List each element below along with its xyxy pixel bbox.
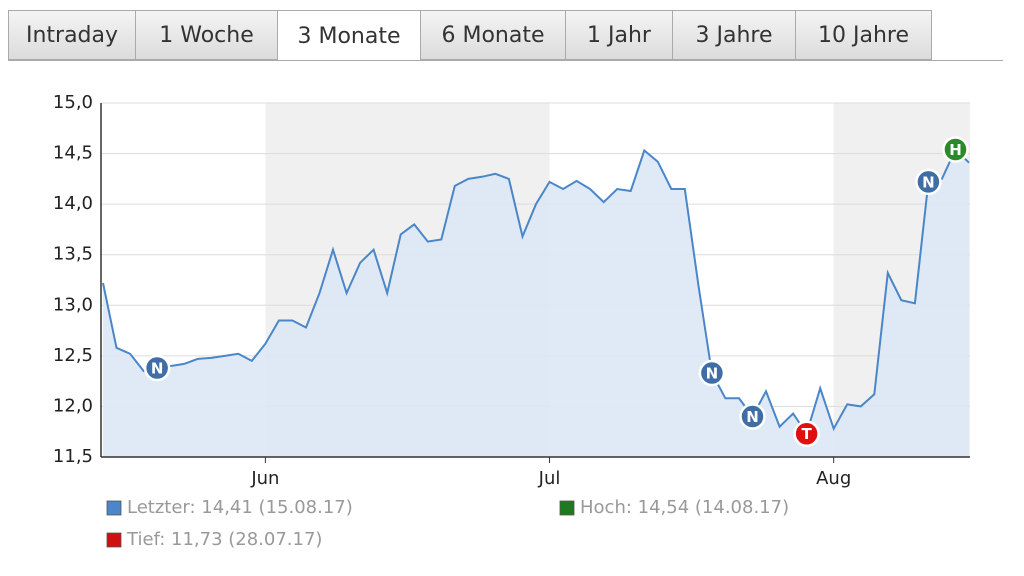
event-marker: N bbox=[698, 359, 726, 387]
y-tick-label: 13,5 bbox=[53, 244, 93, 265]
tab[interactable]: 1 Woche bbox=[135, 10, 277, 60]
marker-label: N bbox=[922, 173, 935, 191]
legend-swatch bbox=[106, 500, 122, 516]
y-tick-label: 14,0 bbox=[53, 193, 93, 214]
event-marker: H bbox=[942, 136, 969, 163]
legend-label: Hoch: 14,54 (14.08.17) bbox=[580, 497, 789, 518]
marker-circle bbox=[143, 354, 171, 382]
marker-circle bbox=[698, 359, 726, 387]
tab[interactable]: 1 Jahr bbox=[565, 10, 672, 60]
marker-circle bbox=[739, 403, 766, 430]
event-marker: T bbox=[793, 420, 820, 447]
tab-bar: Intraday 1 Woche 3 Monate 6 Monate 1 Jahr 3 J… bbox=[8, 10, 932, 61]
y-tick-label: 11,5 bbox=[53, 446, 93, 467]
y-tick-label: 15,0 bbox=[53, 92, 93, 113]
tab-underline bbox=[8, 60, 1003, 61]
marker-label: N bbox=[746, 408, 759, 426]
marker-label: N bbox=[151, 359, 164, 377]
tab[interactable]: 3 Jahre bbox=[672, 10, 795, 60]
tab[interactable]: 10 Jahre bbox=[795, 10, 932, 60]
area bbox=[103, 149, 969, 457]
legend-swatch bbox=[106, 532, 122, 548]
x-tick-label: Jul bbox=[538, 468, 561, 489]
legend-label: Letzter: 14,41 (15.08.17) bbox=[127, 497, 353, 518]
line bbox=[102, 147, 970, 437]
marker-circle bbox=[942, 136, 969, 163]
event-marker: N bbox=[143, 354, 171, 382]
y-tick-label: 12,5 bbox=[53, 345, 93, 366]
marker-label: N bbox=[706, 365, 719, 383]
legend-swatch bbox=[559, 500, 575, 516]
tab[interactable]: 6 Monate bbox=[420, 10, 565, 60]
marker-label: T bbox=[802, 425, 813, 443]
event-marker: N bbox=[915, 168, 942, 196]
x-tick-label: Aug bbox=[816, 468, 851, 489]
y-tick-label: 12,0 bbox=[53, 395, 93, 416]
event-marker: N bbox=[739, 403, 766, 430]
y-tick-label: 13,0 bbox=[53, 294, 93, 315]
marker-label: H bbox=[949, 141, 962, 159]
x-tick-label: Jun bbox=[250, 468, 279, 489]
tab[interactable]: Intraday bbox=[8, 10, 135, 60]
marker-circle bbox=[793, 420, 820, 447]
marker-circle bbox=[915, 168, 942, 196]
y-tick-label: 14,5 bbox=[53, 143, 93, 164]
legend-label: Tief: 11,73 (28.07.17) bbox=[126, 529, 322, 550]
tab[interactable]: 3 Monate bbox=[277, 10, 420, 61]
